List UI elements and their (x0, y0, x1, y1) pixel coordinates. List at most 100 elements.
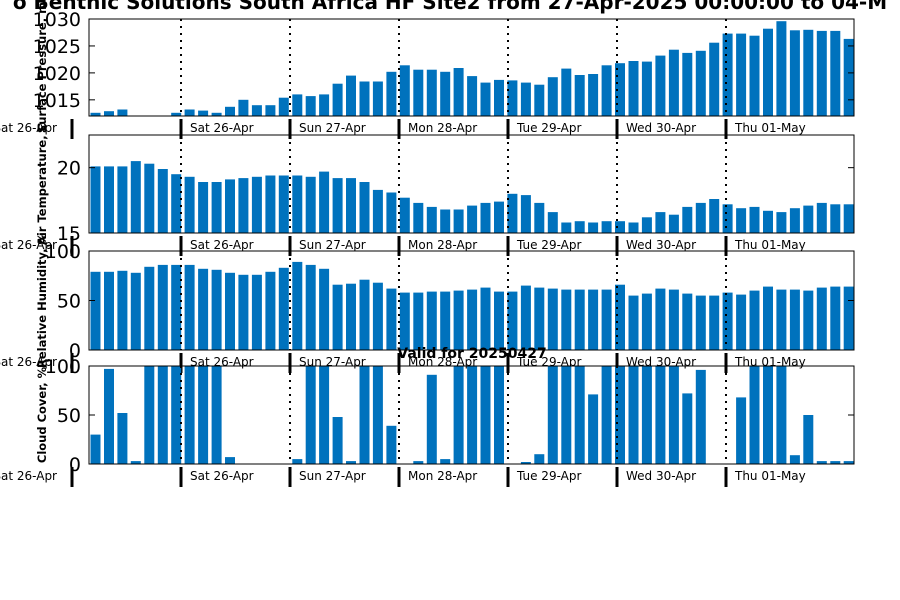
bar (816, 461, 827, 464)
bar (494, 201, 504, 233)
bar (386, 192, 397, 233)
bar (386, 425, 397, 464)
bar (789, 208, 800, 233)
x-tick-label: Mon 28-Apr (408, 121, 477, 135)
bar (104, 368, 114, 464)
bar (816, 287, 827, 350)
bar (534, 84, 545, 116)
bar (305, 264, 316, 350)
bar (789, 455, 800, 464)
bar (682, 293, 693, 350)
bar (225, 457, 235, 464)
bar (332, 178, 343, 233)
bar (90, 112, 101, 116)
bar (117, 109, 128, 116)
bar (843, 204, 854, 233)
bar (763, 28, 773, 117)
bar (399, 197, 410, 233)
y-tick-label: 20 (57, 158, 81, 180)
bar (265, 105, 276, 116)
bar (346, 178, 356, 233)
bar (251, 176, 262, 233)
bar (372, 366, 383, 464)
bar (305, 366, 316, 464)
bar (534, 454, 545, 464)
bar (803, 29, 814, 116)
bar (830, 461, 841, 464)
bar (184, 366, 195, 464)
bar (144, 163, 155, 233)
bar (211, 366, 222, 464)
bar (709, 42, 720, 117)
y-axis-label: Cloud Cover, % (35, 366, 49, 463)
bar (278, 267, 289, 350)
bar (198, 182, 209, 233)
bar (292, 459, 303, 464)
bar (211, 182, 222, 233)
bar (292, 261, 303, 350)
bar (655, 55, 666, 116)
bar (104, 271, 114, 350)
valid-date-label: Valid for 20250427 (397, 346, 546, 362)
bar (426, 291, 437, 350)
bar (816, 202, 827, 233)
bar (763, 366, 773, 464)
y-tick-label: 1025 (33, 36, 81, 58)
bar (776, 366, 787, 464)
plot-frame (88, 18, 855, 117)
bar (601, 65, 612, 116)
bar (628, 295, 639, 350)
y-tick-label: 100 (45, 241, 81, 263)
x-tick-label: Tue 29-Apr (516, 121, 581, 135)
bar (709, 199, 720, 233)
bar (278, 175, 289, 233)
bar (547, 77, 558, 116)
bar (695, 369, 706, 464)
bar (776, 21, 787, 117)
x-tick-label: Wed 30-Apr (626, 469, 696, 483)
bar (601, 221, 612, 233)
bar (534, 287, 545, 350)
x-tick-label: Sat 26-Apr (190, 469, 254, 483)
bar (225, 179, 235, 233)
bar (561, 222, 572, 233)
bar (668, 366, 679, 464)
y-tick-label: 50 (57, 405, 81, 427)
x-tick-label: Thu 01-May (734, 121, 806, 135)
x-tick-label: Sat 26-Apr (190, 238, 254, 252)
bar (346, 283, 356, 350)
chart-title: o Benthic Solutions South Africa HF Site… (13, 0, 887, 14)
x-tick-label: Thu 01-May (734, 238, 806, 252)
bar (157, 264, 168, 350)
bar (507, 193, 518, 233)
bar (130, 461, 141, 464)
plot-frame (88, 134, 855, 234)
bar (695, 295, 706, 350)
bar (117, 166, 128, 233)
bar (736, 33, 747, 116)
bar (198, 268, 209, 350)
bar (480, 287, 491, 350)
bar (238, 99, 249, 116)
bar (171, 366, 182, 464)
y-tick-label: 1030 (33, 9, 81, 31)
bar (494, 291, 504, 350)
bar (615, 366, 625, 464)
bar (225, 106, 235, 116)
bar (480, 82, 491, 116)
bar (440, 209, 451, 233)
bar (641, 217, 652, 233)
bar (413, 292, 424, 350)
bar (319, 268, 330, 350)
bar (184, 176, 195, 233)
bar (736, 208, 747, 233)
bar (332, 83, 343, 116)
bar (372, 282, 383, 350)
x-tick-label: Tue 29-Apr (516, 469, 581, 483)
bar (843, 461, 854, 464)
bar (171, 174, 182, 233)
bar (776, 212, 787, 233)
bar (292, 175, 303, 233)
